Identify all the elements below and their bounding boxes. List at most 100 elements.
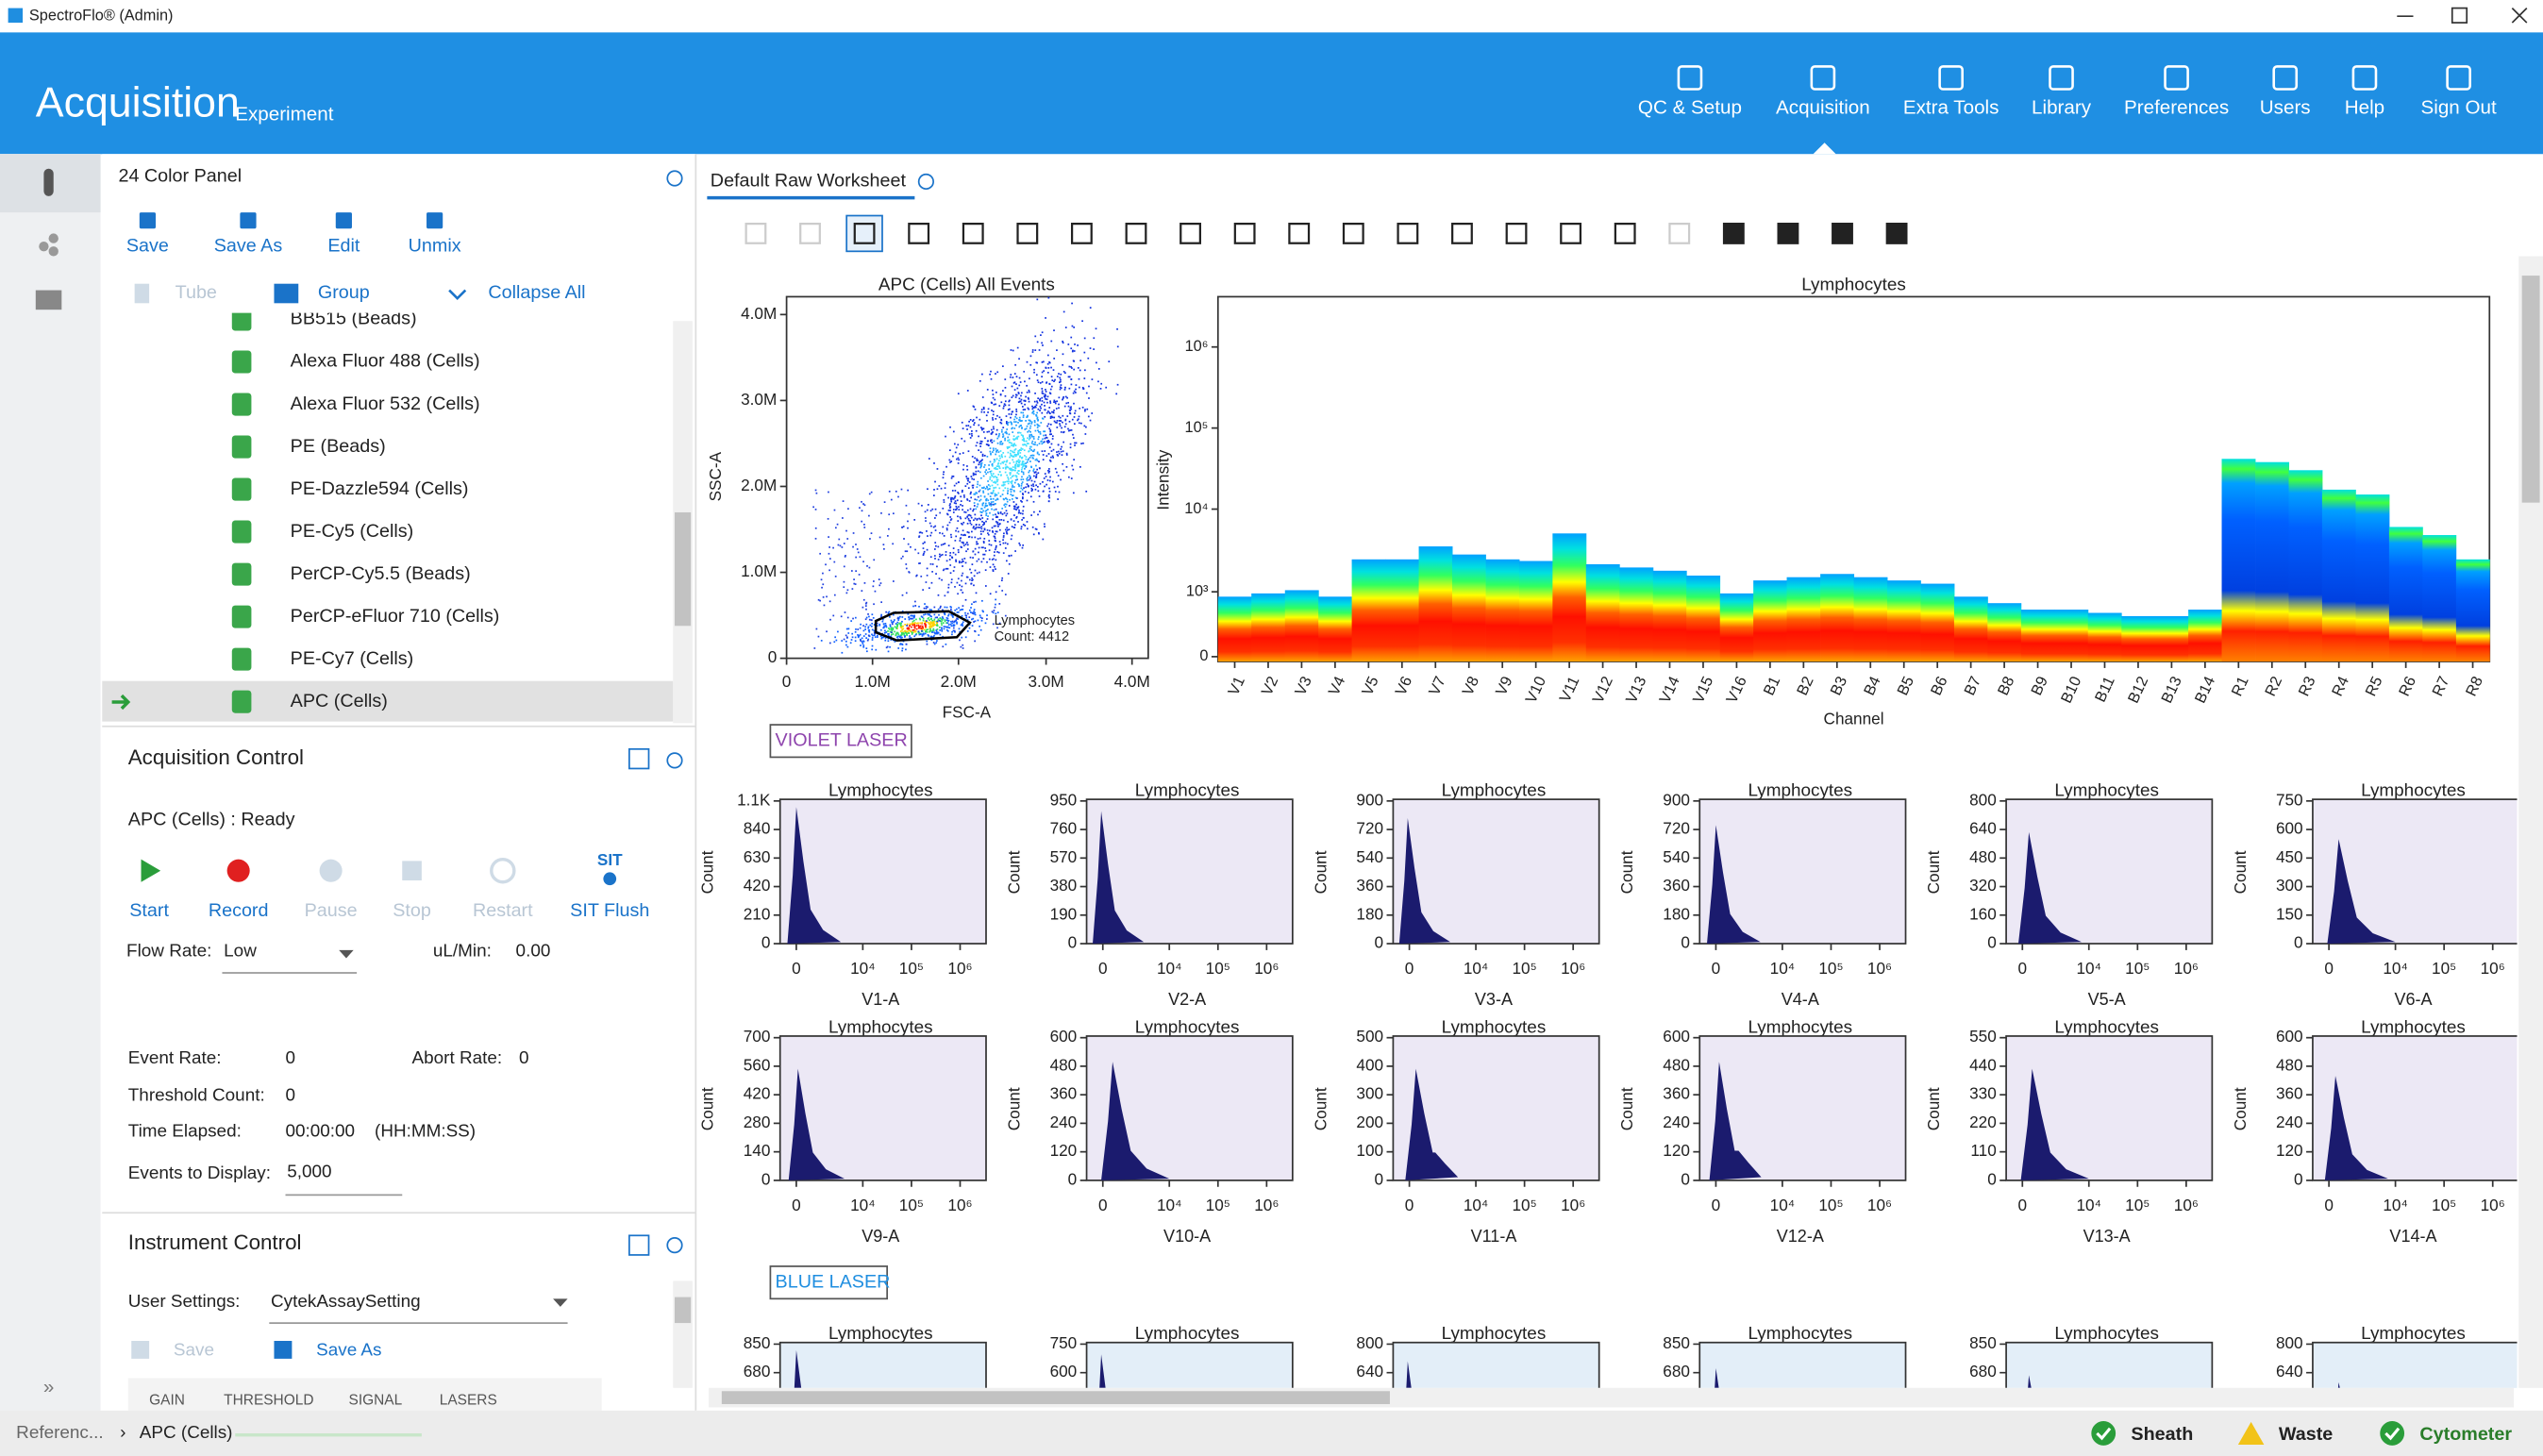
- nav-icon[interactable]: [1810, 65, 1836, 91]
- inst-tab[interactable]: SIGNAL: [349, 1393, 403, 1409]
- nav-icon[interactable]: [1938, 65, 1964, 91]
- nav-icon[interactable]: [2351, 65, 2378, 91]
- tool-icon[interactable]: [1125, 223, 1147, 244]
- tube-row[interactable]: PE-Dazzle594 (Cells): [291, 478, 469, 499]
- selected-row[interactable]: [102, 680, 674, 722]
- tool-icon[interactable]: [1614, 223, 1636, 244]
- panel-scrollbar[interactable]: [673, 1280, 693, 1388]
- tool-icon[interactable]: [1832, 223, 1853, 244]
- rail-tube-icon[interactable]: [43, 168, 54, 196]
- tool-icon[interactable]: [1288, 223, 1311, 244]
- nav-item[interactable]: Help: [2345, 97, 2384, 119]
- save-as-icon[interactable]: [274, 1341, 293, 1359]
- tool-icon[interactable]: [1233, 223, 1256, 244]
- tool-icon[interactable]: [1885, 223, 1908, 244]
- sit-icon[interactable]: [603, 872, 617, 886]
- tool-icon[interactable]: [1342, 223, 1364, 244]
- tree-tool[interactable]: Collapse All: [488, 282, 585, 303]
- tool-icon[interactable]: [908, 223, 930, 244]
- close-section[interactable]: [666, 1237, 683, 1254]
- status-indicator[interactable]: Waste: [2279, 1424, 2333, 1445]
- tool-icon[interactable]: [744, 223, 767, 244]
- close-panel[interactable]: [666, 170, 683, 187]
- status-indicator[interactable]: Cytometer: [2419, 1424, 2512, 1445]
- tool-icon[interactable]: [962, 223, 984, 244]
- tool-icon[interactable]: [1016, 223, 1039, 244]
- popout[interactable]: [628, 747, 650, 770]
- acq-button[interactable]: Record: [209, 900, 269, 921]
- toolbar-icon[interactable]: [240, 212, 257, 229]
- nav-item[interactable]: Extra Tools: [1903, 97, 1999, 119]
- acq-button[interactable]: SIT Flush: [570, 900, 649, 921]
- inst-button[interactable]: Save As: [316, 1340, 381, 1360]
- nav-item[interactable]: Sign Out: [2421, 97, 2497, 119]
- user-settings[interactable]: CytekAssaySetting: [271, 1292, 421, 1312]
- nav-icon[interactable]: [2446, 65, 2471, 91]
- close-tab[interactable]: [917, 173, 934, 191]
- record-icon[interactable]: [226, 859, 250, 882]
- maximize[interactable]: [2451, 7, 2468, 24]
- toolbar-icon[interactable]: [335, 212, 352, 229]
- gate[interactable]: [874, 610, 972, 643]
- tool-icon[interactable]: [1560, 223, 1582, 244]
- events-input[interactable]: 5,000: [287, 1162, 331, 1181]
- nav-icon[interactable]: [2164, 65, 2189, 91]
- nav-item[interactable]: Library: [2032, 97, 2092, 119]
- close[interactable]: [2511, 7, 2528, 24]
- tube-row[interactable]: PerCP-eFluor 710 (Cells): [291, 606, 500, 627]
- tree-tool[interactable]: Group: [318, 282, 370, 303]
- breadcrumb[interactable]: Referenc...: [16, 1423, 103, 1443]
- toolbar-button[interactable]: Save As: [214, 235, 283, 256]
- tool-icon[interactable]: [1722, 223, 1745, 244]
- inst-tab[interactable]: LASERS: [440, 1393, 497, 1409]
- tube-row[interactable]: BB515 (Beads): [291, 309, 417, 329]
- ws-scroll-thumb[interactable]: [2521, 276, 2540, 503]
- tube-row[interactable]: PE (Beads): [291, 436, 386, 457]
- nav-item[interactable]: QC & Setup: [1638, 97, 1742, 119]
- tool-icon[interactable]: [1668, 223, 1691, 244]
- tool-icon[interactable]: [1070, 223, 1093, 244]
- group-icon[interactable]: [274, 283, 299, 304]
- status-indicator[interactable]: Sheath: [2131, 1424, 2193, 1445]
- tool-icon[interactable]: [853, 223, 876, 244]
- toolbar-button[interactable]: Save: [126, 235, 169, 256]
- tube-row[interactable]: PerCP-Cy5.5 (Beads): [291, 563, 471, 584]
- collapse-icon[interactable]: [448, 289, 467, 300]
- panel-scroll-thumb[interactable]: [675, 1297, 692, 1324]
- tool-icon[interactable]: [1397, 223, 1419, 244]
- nav-icon[interactable]: [1677, 65, 1703, 91]
- inst-tab[interactable]: THRESHOLD: [224, 1393, 313, 1409]
- tube-row[interactable]: APC (Cells): [291, 691, 388, 711]
- tree-scroll-thumb[interactable]: [675, 511, 692, 627]
- tool-selected[interactable]: [845, 214, 883, 253]
- nav-icon[interactable]: [2272, 65, 2299, 91]
- inst-tab[interactable]: GAIN: [149, 1393, 185, 1409]
- toolbar-icon[interactable]: [427, 212, 443, 229]
- flow-rate[interactable]: Low: [224, 942, 257, 962]
- popout[interactable]: [628, 1234, 650, 1256]
- tube-row[interactable]: Alexa Fluor 532 (Cells): [291, 393, 480, 414]
- dropdown-arrow[interactable]: [339, 949, 354, 959]
- nav-item[interactable]: Acquisition: [1776, 97, 1870, 119]
- tube-row[interactable]: PE-Cy5 (Cells): [291, 521, 414, 542]
- acq-button[interactable]: Start: [129, 900, 169, 921]
- close-section[interactable]: [666, 752, 683, 769]
- rail-icon[interactable]: [39, 242, 49, 252]
- toolbar-button[interactable]: Edit: [327, 235, 360, 256]
- tube-row[interactable]: Alexa Fluor 488 (Cells): [291, 351, 480, 372]
- rail-icon[interactable]: [35, 290, 62, 310]
- nav-item[interactable]: Users: [2260, 97, 2311, 119]
- worksheet-tab[interactable]: Default Raw Worksheet: [711, 171, 907, 192]
- start-icon[interactable]: [141, 859, 161, 882]
- tool-icon[interactable]: [1451, 223, 1473, 244]
- ws-hscroll-thumb[interactable]: [721, 1391, 1390, 1405]
- tube-row[interactable]: PE-Cy7 (Cells): [291, 648, 414, 669]
- rail-expand[interactable]: »: [43, 1376, 54, 1397]
- nav-item[interactable]: Preferences: [2124, 97, 2229, 119]
- nav-icon[interactable]: [2049, 65, 2074, 91]
- tool-icon[interactable]: [1505, 223, 1528, 244]
- toolbar-icon[interactable]: [139, 212, 156, 229]
- toolbar-button[interactable]: Unmix: [409, 235, 461, 256]
- dropdown-arrow[interactable]: [553, 1298, 568, 1307]
- tool-icon[interactable]: [799, 223, 821, 244]
